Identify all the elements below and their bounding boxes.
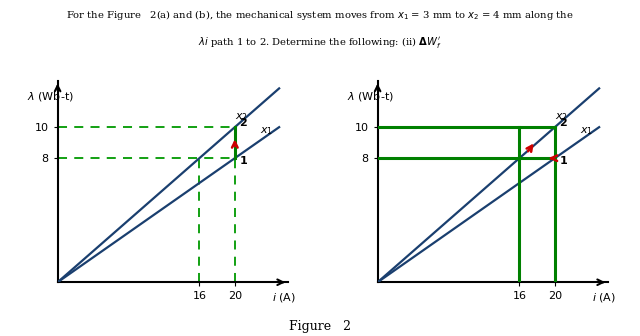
Text: $\lambda$ (Wb-t): $\lambda$ (Wb-t) xyxy=(347,90,394,103)
Text: $\lambda$ (Wb-t): $\lambda$ (Wb-t) xyxy=(27,90,74,103)
Text: $x_1$: $x_1$ xyxy=(580,125,593,137)
Text: $i$ (A): $i$ (A) xyxy=(271,291,296,304)
Text: 1: 1 xyxy=(239,156,247,166)
Text: 2: 2 xyxy=(239,118,247,128)
Text: $x_2$: $x_2$ xyxy=(235,112,248,123)
Text: Figure   2: Figure 2 xyxy=(289,320,351,333)
Text: $\lambda i$ path 1 to 2. Determine the following: (ii) $\mathbf{\Delta}\mathit{W: $\lambda i$ path 1 to 2. Determine the f… xyxy=(198,35,442,50)
Text: 1: 1 xyxy=(559,156,567,166)
Text: For the Figure   2(a) and (b), the mechanical system moves from $x_1$ = 3 mm to : For the Figure 2(a) and (b), the mechani… xyxy=(66,8,574,23)
Text: 2: 2 xyxy=(559,118,567,128)
Text: $x_2$: $x_2$ xyxy=(555,112,568,123)
Text: $i$ (A): $i$ (A) xyxy=(591,291,616,304)
Text: $x_1$: $x_1$ xyxy=(260,125,273,137)
